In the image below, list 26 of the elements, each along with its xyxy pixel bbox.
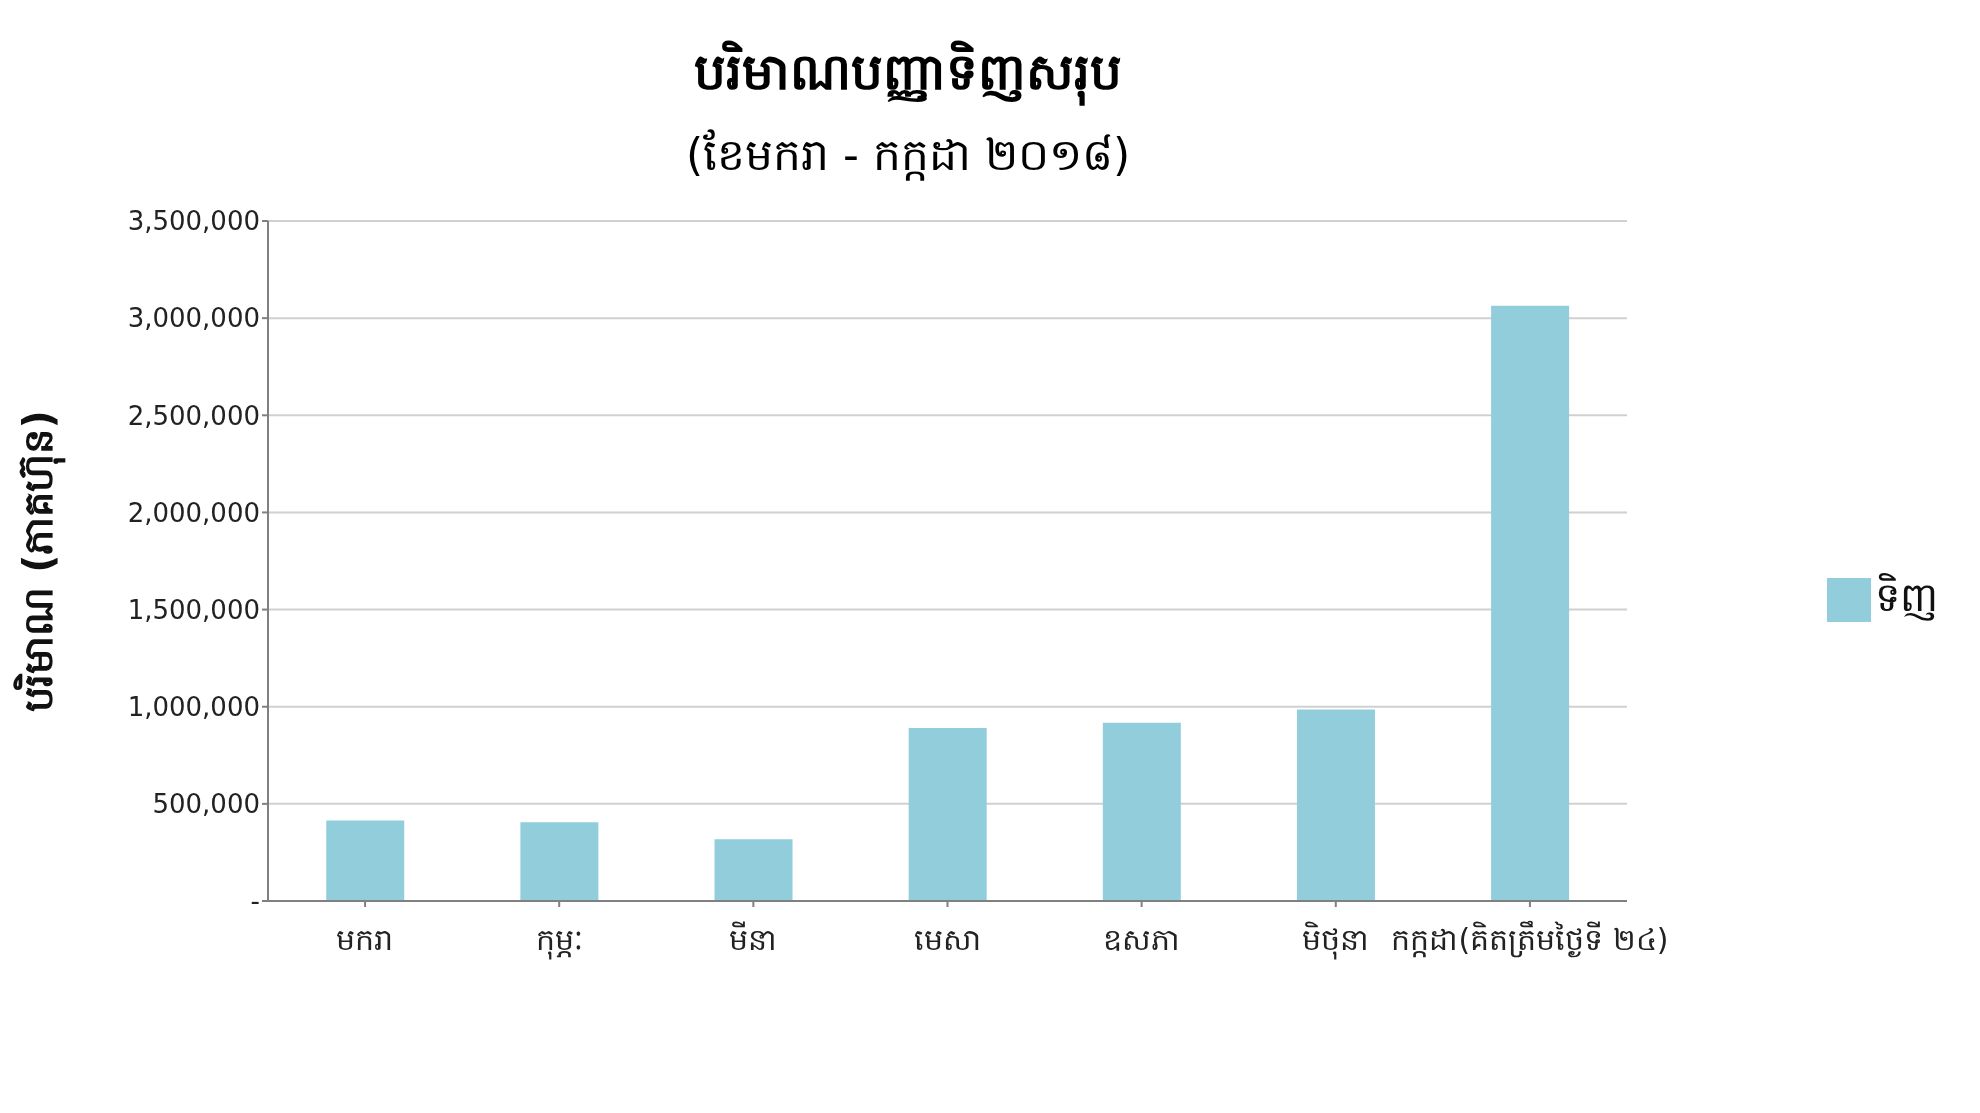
x-tick-label: មករា <box>336 922 395 958</box>
x-tick-label: មិថុនា <box>1302 921 1370 961</box>
x-tick-label: មេសា <box>913 922 982 958</box>
bar <box>1102 722 1181 901</box>
chart-title: បរិមាណបញ្ញាទិញសរុប <box>693 40 1123 108</box>
y-tick-label: 2,500,000 <box>127 400 260 431</box>
y-tick-label: - <box>250 886 260 917</box>
chart-subtitle: (ខែមករា - កក្កដា ២០១៨) <box>684 128 1132 183</box>
x-tick-label: មីនា <box>729 921 778 958</box>
bar <box>520 822 599 901</box>
bar <box>326 820 405 901</box>
bar <box>908 727 987 901</box>
y-tick-label: 1,500,000 <box>127 594 260 625</box>
bar <box>1491 305 1570 901</box>
y-tick-label: 3,500,000 <box>127 206 260 237</box>
bar <box>1296 709 1375 901</box>
bar <box>714 839 793 901</box>
x-tick-label: កុម្ភៈ <box>535 922 583 961</box>
y-tick-label: 3,000,000 <box>127 303 260 334</box>
legend-label: ទិញ <box>1875 573 1938 620</box>
x-tick-label: ឧសភា <box>1103 922 1181 958</box>
x-tick-label: កក្កដា(គិតត្រឹមថ្ងៃទី ២៤) <box>1391 920 1669 959</box>
y-tick-label: 500,000 <box>152 789 260 820</box>
y-tick-label: 1,000,000 <box>127 691 260 722</box>
y-tick-label: 2,000,000 <box>127 497 260 528</box>
y-axis-title: បរិមាណ (ភាគហ៊ុន) <box>13 410 67 712</box>
